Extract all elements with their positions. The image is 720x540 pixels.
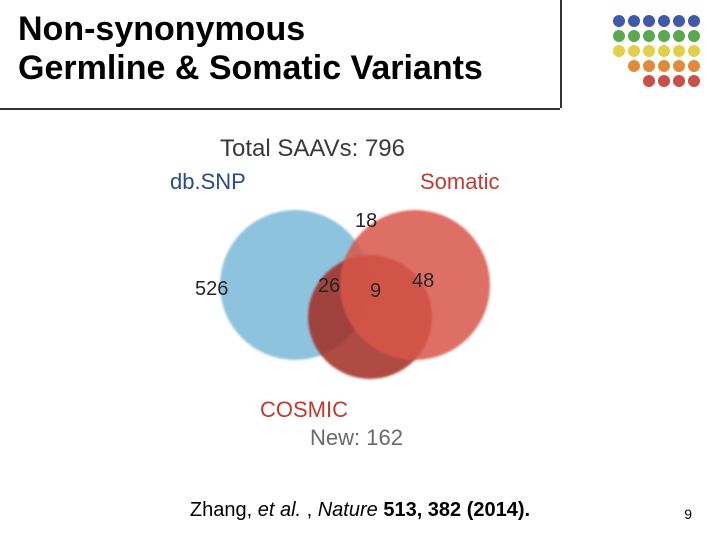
citation-mid: , — [301, 499, 318, 521]
cosmic-label: COSMIC — [260, 397, 348, 423]
citation-journal: Nature — [318, 499, 378, 521]
title-line-1: Non-synonymous — [18, 10, 305, 48]
citation-rest: 513, 382 (2014). — [378, 499, 530, 521]
value-som-cos-overlap: 48 — [412, 270, 434, 293]
venn-figure: Total SAAVs: 796 db.SNP Somatic 526 18 2… — [140, 135, 580, 435]
value-somatic-only: 7 — [500, 278, 511, 301]
citation-authors: Zhang, — [190, 499, 258, 521]
corner-dot-grid — [610, 14, 700, 89]
citation-etal: et al. — [258, 499, 301, 521]
value-db-cos-overlap: 26 — [318, 275, 340, 298]
title-line-2: Germline & Somatic Variants — [18, 49, 483, 87]
slide-title: Non-synonymous Germline & Somatic Varian… — [18, 10, 483, 88]
value-top-overlap: 18 — [355, 210, 377, 233]
citation: Zhang, et al. , Nature 513, 382 (2014). — [0, 499, 720, 522]
venn-circles: 526 18 26 9 48 7 — [220, 200, 540, 430]
dbsnp-label: db.SNP — [170, 169, 246, 195]
page-number: 9 — [684, 506, 692, 522]
new-count: New: 162 — [310, 425, 403, 451]
value-dbsnp-only: 526 — [195, 278, 228, 301]
title-side-rule — [560, 0, 562, 108]
title-underline — [0, 108, 560, 110]
value-center-overlap: 9 — [370, 280, 381, 303]
figure-header: Total SAAVs: 796 — [220, 135, 405, 163]
somatic-label: Somatic — [420, 169, 499, 195]
